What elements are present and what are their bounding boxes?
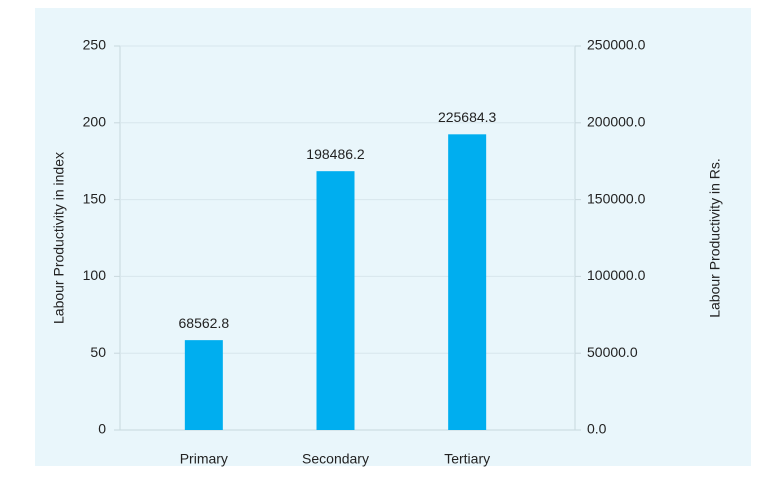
y2-tick-label: 0.0 (587, 421, 607, 437)
y-tick-label: 0 (98, 421, 106, 437)
y-tick-label: 250 (83, 37, 107, 53)
bar (184, 340, 223, 430)
y-tick-label: 150 (83, 190, 107, 206)
y2-tick-label: 150000.0 (587, 190, 646, 206)
data-label: 198486.2 (306, 146, 365, 162)
x-tick-label: Secondary (302, 451, 369, 467)
y2-tick-label: 200000.0 (587, 114, 646, 130)
y-tick-label: 50 (90, 344, 106, 360)
y-tick-label: 200 (83, 114, 107, 130)
y2-tick-label: 50000.0 (587, 344, 638, 360)
y-tick-label: 100 (83, 267, 107, 283)
bar (448, 134, 487, 430)
x-tick-label: Primary (180, 451, 228, 467)
data-label: 225684.3 (438, 109, 497, 125)
x-tick-label: Tertiary (444, 451, 490, 467)
y-axis-title: Labour Productivity in index (51, 152, 67, 324)
y2-tick-label: 250000.0 (587, 37, 646, 53)
bar (316, 171, 355, 430)
chart-background (35, 8, 751, 466)
data-label: 68562.8 (179, 315, 230, 331)
y2-axis-title: Labour Productivity in Rs. (707, 158, 723, 318)
y2-tick-label: 100000.0 (587, 267, 646, 283)
